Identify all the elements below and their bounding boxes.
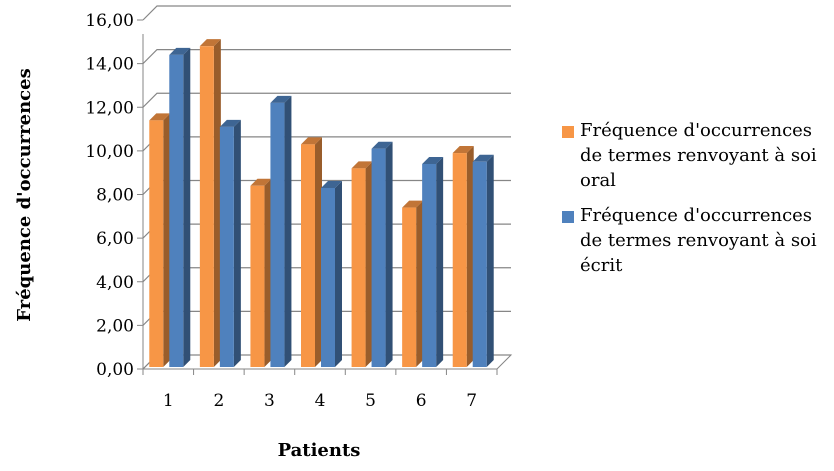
x-tick-label: 4	[315, 391, 326, 411]
y-tick-label: 4,00	[96, 273, 134, 293]
x-tick-label: 3	[264, 391, 275, 411]
bar-ecrit	[169, 47, 191, 368]
legend-item-ecrit: Fréquence d'occurrences de termes renvoy…	[562, 203, 834, 278]
bar-side-face	[436, 156, 444, 367]
legend-item-oral: Fréquence d'occurrences de termes renvoy…	[562, 118, 834, 193]
bar-front-face	[270, 102, 285, 367]
bar-side-face	[315, 137, 322, 367]
bar-front-face	[371, 148, 386, 367]
y-tick-label: 2,00	[96, 316, 134, 336]
bar-side-face	[486, 154, 494, 367]
bar-ecrit	[422, 156, 444, 367]
gridline	[142, 5, 511, 21]
bar-side-face	[183, 47, 191, 368]
y-tick-label: 8,00	[96, 186, 134, 206]
bar-side-face	[284, 95, 292, 367]
bar-top-face	[321, 180, 342, 188]
bar-side-face	[163, 113, 171, 368]
bar-side-face	[213, 39, 221, 368]
bar-oral	[452, 146, 474, 367]
bar-front-face	[301, 144, 315, 367]
y-tick-label: 0,00	[96, 360, 134, 380]
bar-side-face	[233, 119, 241, 367]
x-axis-title: Patients	[278, 440, 361, 461]
y-axis-title: Fréquence d'occurrences	[14, 68, 35, 321]
bar-ecrit	[321, 180, 342, 367]
x-tick-label: 6	[416, 391, 427, 411]
bar-oral	[149, 113, 171, 368]
bar-front-face	[422, 163, 437, 367]
bar-top-face	[371, 141, 393, 149]
bar-oral	[199, 39, 221, 368]
bar-side-face	[365, 161, 373, 367]
bar-top-face	[301, 137, 322, 145]
bar-front-face	[402, 207, 417, 367]
bar-top-face	[402, 200, 424, 208]
bar-top-face	[270, 95, 292, 103]
bar-top-face	[351, 161, 373, 169]
y-tick-label: 12,00	[85, 98, 134, 118]
gridline	[142, 92, 511, 108]
gridline	[142, 49, 511, 65]
legend-label-ecrit: Fréquence d'occurrences de termes renvoy…	[580, 205, 817, 276]
y-tick-label: 6,00	[96, 229, 134, 249]
bar-oral	[250, 178, 272, 367]
axis-layer: 0,00 2,00 4,00 6,00 8,00 10,00 12,00 14,00 16,00…	[85, 11, 498, 411]
x-tick-label: 1	[163, 391, 174, 411]
bar-oral	[351, 161, 373, 367]
bar-top-face	[169, 47, 191, 55]
bar-top-face	[452, 146, 474, 154]
x-tick-label: 7	[466, 391, 477, 411]
legend-swatch-oral	[562, 126, 574, 138]
bar-front-face	[321, 187, 335, 367]
y-tick-label: 14,00	[85, 55, 134, 75]
bar-front-face	[351, 168, 366, 367]
bar-top-face	[219, 119, 241, 127]
bar-ecrit	[270, 95, 292, 367]
bar-front-face	[169, 54, 184, 368]
bar-top-face	[250, 178, 272, 186]
gridline	[142, 136, 511, 152]
bar-oral	[301, 137, 322, 367]
bar-front-face	[149, 120, 164, 368]
bar-ecrit	[472, 154, 494, 367]
y-tick-label: 16,00	[85, 11, 134, 31]
bar-side-face	[264, 178, 272, 367]
bar-front-face	[250, 185, 265, 367]
bar-ecrit	[371, 141, 393, 367]
bar-front-face	[472, 161, 487, 367]
bar-front-face	[199, 46, 214, 368]
bar-side-face	[416, 200, 424, 367]
bar-side-face	[335, 180, 342, 367]
y-tick-label: 10,00	[85, 142, 134, 162]
bar-side-face	[466, 146, 474, 367]
bar-top-face	[199, 39, 221, 47]
bar-top-face	[149, 113, 171, 121]
bar-top-face	[422, 156, 444, 164]
bar-front-face	[452, 153, 467, 367]
bars-layer	[149, 39, 494, 368]
bar-side-face	[385, 141, 393, 367]
bar-ecrit	[219, 119, 241, 367]
bar-top-face	[472, 154, 494, 162]
legend-label-oral: Fréquence d'occurrences de termes renvoy…	[580, 120, 817, 191]
x-tick-label: 5	[365, 391, 376, 411]
legend-swatch-ecrit	[562, 211, 574, 223]
x-tick-label: 2	[213, 391, 224, 411]
bar-front-face	[219, 126, 234, 367]
legend: Fréquence d'occurrences de termes renvoy…	[562, 118, 834, 288]
bar-oral	[402, 200, 424, 367]
